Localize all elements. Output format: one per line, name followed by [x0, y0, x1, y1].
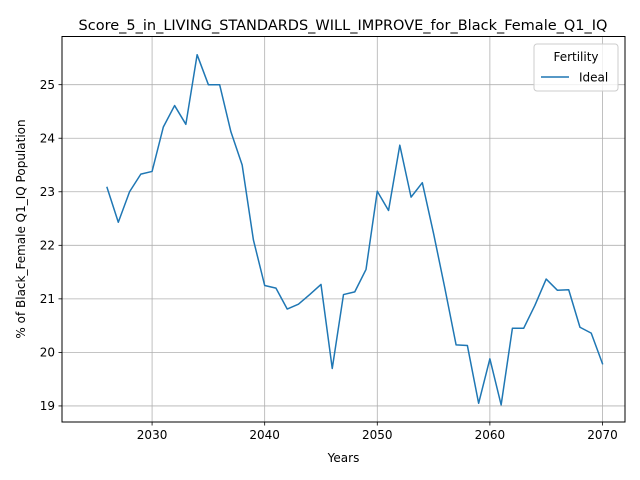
x-axis-ticks: 2030 2040 2050 2060 2070: [137, 422, 618, 442]
y-tick-label-6: 25: [40, 78, 55, 92]
y-tick-label-1: 20: [40, 346, 55, 360]
legend-label-ideal: Ideal: [579, 71, 608, 85]
y-axis-ticks: 19 20 21 22 23 24 25: [40, 78, 62, 413]
series-line-ideal: [106, 53, 604, 406]
x-tick-label-1: 2040: [249, 428, 280, 442]
x-tick-label-3: 2060: [475, 428, 506, 442]
y-tick-label-4: 23: [40, 185, 55, 199]
series-group: [106, 53, 604, 406]
grid-lines: [62, 36, 625, 422]
legend-box: [533, 43, 619, 92]
x-tick-label-4: 2070: [587, 428, 618, 442]
y-tick-label-5: 24: [40, 132, 55, 146]
x-tick-label-0: 2030: [137, 428, 168, 442]
x-tick-label-2: 2050: [362, 428, 393, 442]
y-tick-label-2: 21: [40, 292, 55, 306]
y-axis-label: % of Black_Female Q1_IQ Population: [14, 119, 28, 338]
y-tick-label-3: 22: [40, 239, 55, 253]
legend-title: Fertility: [553, 50, 598, 64]
chart-title: Score_5_in_LIVING_STANDARDS_WILL_IMPROVE…: [79, 18, 608, 34]
x-axis-label: Years: [327, 451, 360, 465]
legend: Fertility Ideal: [533, 43, 619, 92]
plot-frame: [61, 36, 626, 423]
y-tick-label-0: 19: [40, 399, 55, 413]
